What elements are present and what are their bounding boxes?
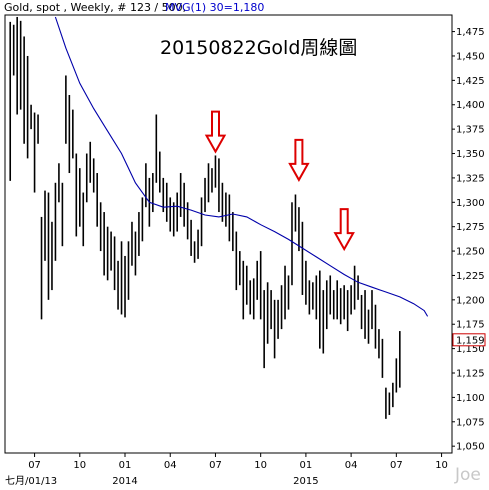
time-axis: 07 10 01 04 07 10 01 04 07 10 七月/01/13 2014 2015 <box>5 453 448 487</box>
x-tick-label: 10 <box>435 460 448 471</box>
y-tick-label: 1,350 <box>456 149 485 160</box>
y-tick-label: 1,050 <box>456 442 485 453</box>
peak-arrows <box>204 110 355 252</box>
last-price-label: 1,159 <box>456 335 485 346</box>
y-tick-label: 1,250 <box>456 247 485 258</box>
y-tick-label: 1,325 <box>456 173 485 184</box>
y-tick-label: 1,150 <box>456 344 485 355</box>
moving-average-layer <box>54 16 429 317</box>
header-instrument: Gold, spot , Weekly, # 123 / 500, <box>4 1 186 14</box>
down-arrow-icon <box>204 110 227 154</box>
y-tick-label: 1,075 <box>456 417 485 428</box>
down-arrow-icon <box>288 138 310 182</box>
ohlc-bars <box>9 16 401 419</box>
y-tick-label: 1,125 <box>456 369 485 380</box>
header-indicator: MVG(1) 30=1,180 <box>165 1 264 14</box>
plot-border <box>4 14 453 454</box>
watermark: Joe <box>454 465 481 485</box>
x-tick-label: 07 <box>209 460 222 471</box>
x-tick-label: 04 <box>345 460 358 471</box>
moving-average-line <box>54 16 429 317</box>
y-tick-label: 1,100 <box>456 393 485 404</box>
x-tick-label: 04 <box>164 460 177 471</box>
y-tick-label: 1,275 <box>456 222 485 233</box>
annotation-title: 20150822Gold周線圖 <box>160 37 357 59</box>
y-tick-label: 1,425 <box>456 76 485 87</box>
x-period-label: 2015 <box>293 476 318 487</box>
y-tick-label: 1,225 <box>456 271 485 282</box>
y-tick-label: 1,475 <box>456 27 485 38</box>
x-tick-label: 01 <box>119 460 132 471</box>
y-tick-label: 1,200 <box>456 295 485 306</box>
x-tick-label: 10 <box>254 460 267 471</box>
y-tick-label: 1,400 <box>456 100 485 111</box>
x-period-label: 2014 <box>112 476 137 487</box>
x-period-label: 七月/01/13 <box>5 475 57 487</box>
last-price-marker: 1,159 <box>452 333 486 347</box>
y-tick-label: 1,450 <box>456 51 485 62</box>
down-arrow-icon <box>333 208 355 252</box>
y-tick-label: 1,300 <box>456 198 485 209</box>
y-tick-label: 1,175 <box>456 320 485 331</box>
x-tick-label: 10 <box>73 460 86 471</box>
x-tick-label: 01 <box>300 460 313 471</box>
price-axis: 1,050 1,075 1,100 1,125 1,150 1,175 1,200 1,225… <box>452 27 485 453</box>
x-tick-label: 07 <box>390 460 403 471</box>
y-tick-label: 1,375 <box>456 125 485 136</box>
x-tick-label: 07 <box>28 460 41 471</box>
plot-frame <box>4 14 453 454</box>
last-price-box <box>452 333 486 347</box>
